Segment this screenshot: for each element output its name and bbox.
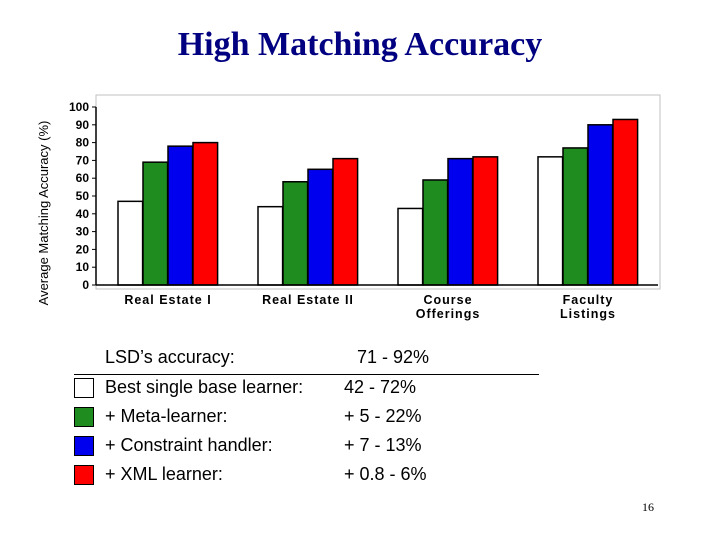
- y-axis-label: Average Matching Accuracy (%): [36, 121, 51, 306]
- x-tick-label: Real Estate I: [124, 293, 211, 307]
- bar: [472, 156, 499, 286]
- x-tick-label: Course: [423, 293, 472, 307]
- bar: [447, 157, 474, 286]
- y-tick-label: 80: [76, 136, 90, 150]
- bar: [282, 181, 309, 286]
- bar: [117, 200, 144, 286]
- bar: [307, 168, 334, 286]
- legend-value: 42 - 72%: [344, 377, 417, 397]
- x-tick-label: Real Estate II: [262, 293, 354, 307]
- y-tick-label: 20: [76, 242, 90, 256]
- legend-swatch-blue: [74, 436, 94, 456]
- legend-value: + 0.8 - 6%: [344, 464, 427, 484]
- bar: [612, 118, 639, 286]
- y-tick-label: 90: [76, 118, 90, 132]
- legend-swatch-green: [74, 407, 94, 427]
- legend-label: + XML learner:: [105, 464, 223, 484]
- y-tick-label: 10: [76, 260, 90, 274]
- page-number: 16: [642, 500, 654, 514]
- divider-line: [74, 374, 539, 375]
- y-tick-label: 0: [82, 278, 89, 292]
- bar: [562, 147, 589, 286]
- legend-value: + 7 - 13%: [344, 435, 422, 455]
- legend-swatch-white: [74, 378, 94, 398]
- y-tick-label: 60: [76, 171, 90, 185]
- y-tick-label: 100: [69, 100, 89, 114]
- bar: [422, 179, 449, 286]
- lsd-accuracy-label: LSD’s accuracy:: [105, 347, 235, 367]
- legend-value: + 5 - 22%: [344, 406, 422, 426]
- y-tick-label: 70: [76, 153, 90, 167]
- x-axis: Real Estate I Real Estate II CourseOfferin…: [96, 284, 658, 321]
- bar: [537, 156, 564, 286]
- x-tick-label: Offerings: [416, 307, 481, 321]
- y-tick-label: 50: [76, 189, 90, 203]
- bar: [167, 145, 194, 286]
- bar: [142, 161, 169, 286]
- legend-label: + Constraint handler:: [105, 435, 273, 455]
- bar: [332, 157, 359, 286]
- y-tick-label: 40: [76, 207, 90, 221]
- bar: [397, 207, 424, 286]
- bar: [587, 124, 614, 286]
- y-tick-label: 30: [76, 225, 90, 239]
- legend-swatch-red: [74, 465, 94, 485]
- lsd-accuracy-value: 71 - 92%: [357, 347, 430, 367]
- x-tick-label: Listings: [560, 307, 616, 321]
- x-tick-label: Faculty: [563, 293, 614, 307]
- bars: [117, 118, 639, 286]
- y-axis: 0 10 20 30 40 50 60 70 80 90 100: [69, 100, 97, 292]
- bar: [192, 141, 219, 286]
- legend-label: Best single base learner:: [105, 377, 304, 397]
- legend-label: + Meta-learner:: [105, 406, 228, 426]
- bar: [257, 205, 284, 286]
- slide-title: High Matching Accuracy: [177, 26, 543, 63]
